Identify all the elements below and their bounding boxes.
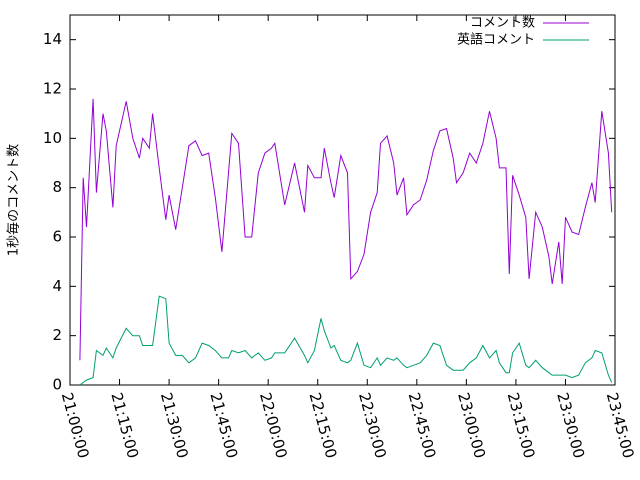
x-tick-label: 21:15:00	[107, 391, 142, 461]
x-tick-label: 22:45:00	[405, 391, 440, 461]
x-tick-label: 23:15:00	[504, 391, 539, 461]
y-axis-label: 1秒毎のコメント数	[6, 144, 22, 256]
y-tick-label: 4	[52, 277, 62, 295]
y-tick-label: 12	[43, 80, 62, 98]
x-tick-label: 22:00:00	[256, 391, 291, 461]
legend-label: コメント数	[470, 16, 535, 31]
y-tick-label: 0	[52, 376, 62, 394]
y-tick-label: 2	[52, 326, 62, 344]
x-tick-label: 23:45:00	[603, 391, 638, 461]
x-tick-label: 22:15:00	[306, 391, 341, 461]
series-line	[79, 295, 613, 386]
plot-border	[69, 14, 616, 386]
x-tick-label: 22:30:00	[355, 391, 390, 461]
x-tick-label: 23:00:00	[454, 391, 489, 461]
x-tick-label: 21:45:00	[206, 391, 241, 461]
x-tick-label: 21:30:00	[157, 391, 192, 461]
x-tick-label: 23:30:00	[553, 391, 588, 461]
y-tick-label: 8	[52, 178, 62, 196]
y-tick-label: 14	[43, 30, 62, 48]
legend-label: 英語コメント	[457, 32, 535, 48]
y-tick-label: 6	[52, 228, 62, 246]
x-tick-label: 21:00:00	[58, 391, 93, 461]
series-line	[79, 98, 613, 361]
y-tick-label: 10	[43, 129, 62, 147]
